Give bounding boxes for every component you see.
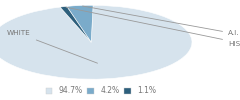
Text: A.I.: A.I.: [83, 6, 240, 36]
Legend: 94.7%, 4.2%, 1.1%: 94.7%, 4.2%, 1.1%: [45, 86, 157, 96]
Text: HISPANIC: HISPANIC: [66, 7, 240, 47]
Wedge shape: [0, 5, 192, 79]
Wedge shape: [67, 5, 93, 42]
Wedge shape: [60, 6, 91, 42]
Text: WHITE: WHITE: [7, 30, 97, 63]
